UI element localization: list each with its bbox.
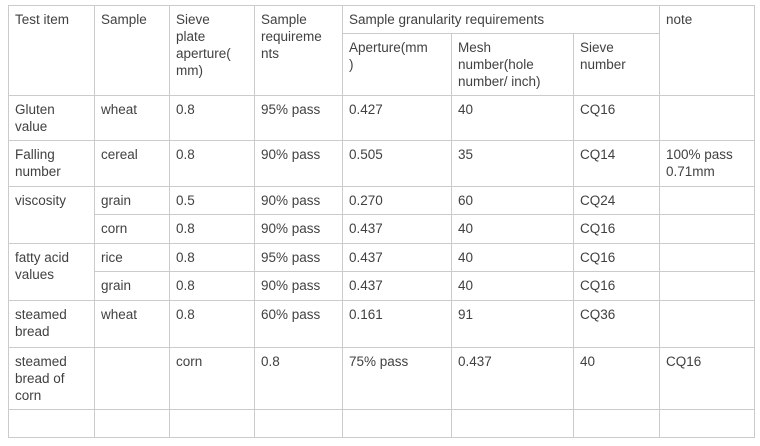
table-row: viscosity grain 0.5 90% pass 0.270 60 CQ… (8, 186, 756, 244)
table-row: steamed bread wheat 0.8 60% pass 0.161 9… (8, 300, 756, 348)
header-row-sub: Aperture(mm) Mesh number(hole number/ in… (9, 33, 755, 96)
col-header-sieve-number: Sieve number (572, 33, 661, 96)
cell-aperture: 0.270 (342, 186, 452, 215)
cell-mesh-number: 40 (451, 243, 574, 272)
cell-note: CQ16 (659, 347, 756, 410)
cell-aperture: 0.437 (342, 214, 452, 244)
col-header-note: note (659, 5, 756, 96)
cell-sample (94, 409, 170, 438)
cell-sample (94, 347, 170, 410)
col-header-sample: Sample (94, 5, 170, 96)
table-row (8, 409, 756, 438)
cell-sample: grain (94, 271, 170, 301)
table-row: steamed bread of corn corn 0.8 75% pass … (8, 347, 756, 410)
col-header-mesh-number: Mesh number(hole number/ inch) (451, 33, 574, 96)
cell-test-item: Gluten value (8, 95, 95, 141)
cell-mesh-number (451, 409, 574, 438)
col-header-sieve-plate-aperture: Sieve plate aperture(mm) (169, 5, 255, 96)
cell-sieve-plate-aperture: 0.5 (169, 186, 255, 215)
cell-note (659, 300, 756, 348)
cell-sample: grain (94, 186, 170, 215)
cell-sample-requirements: 90% pass (254, 271, 343, 301)
col-header-sample-requirements-label: Sample requirements (261, 12, 322, 61)
cell-sample-requirements: 95% pass (254, 95, 343, 141)
col-header-test-item: Test item (8, 5, 95, 96)
cell-mesh-number: 40 (451, 214, 574, 244)
cell-sieve-plate-aperture: corn (169, 347, 255, 410)
cell-mesh-number: 40 (451, 95, 574, 141)
cell-sieve-plate-aperture: 0.8 (169, 214, 255, 244)
sieve-requirements-table: Test item Sample Sieve plate aperture(mm… (8, 5, 756, 438)
col-header-aperture: Aperture(mm) (342, 33, 452, 96)
cell-sieve-number: CQ16 (572, 243, 661, 272)
table-row: corn 0.8 90% pass 0.437 40 CQ16 (9, 214, 756, 244)
cell-sieve-number: CQ16 (572, 214, 661, 244)
cell-sample: wheat (94, 300, 170, 348)
cell-sieve-plate-aperture: 0.8 (169, 271, 255, 301)
cell-note (659, 95, 756, 141)
cell-mesh-number: 91 (451, 300, 574, 348)
cell-sieve-number: CQ14 (572, 140, 661, 187)
cell-test-item: fatty acid values (8, 243, 95, 301)
table-row: Falling number cereal 0.8 90% pass 0.505… (8, 140, 756, 187)
cell-aperture: 75% pass (342, 347, 452, 410)
cell-sieve-plate-aperture (169, 409, 255, 438)
cell-note (659, 243, 756, 272)
table-row: grain 0.8 90% pass 0.437 40 CQ16 (9, 271, 756, 301)
cell-aperture: 0.505 (342, 140, 452, 187)
table-row: Gluten value wheat 0.8 95% pass 0.427 40… (8, 95, 756, 141)
cell-mesh-number: 35 (451, 140, 574, 187)
cell-sample-requirements: 90% pass (254, 140, 343, 187)
cell-sample: rice (94, 243, 170, 272)
header-row-main: Test item Sample Sieve plate aperture(mm… (8, 5, 756, 96)
cell-test-item: steamed bread (8, 300, 95, 348)
cell-note (659, 186, 756, 215)
cell-aperture: 0.437 (342, 243, 452, 272)
cell-test-item: Falling number (8, 140, 95, 187)
cell-sieve-plate-aperture: 0.8 (169, 300, 255, 348)
cell-aperture: 0.437 (342, 271, 452, 301)
cell-sample-requirements: 60% pass (254, 300, 343, 348)
cell-sample-requirements: 0.8 (254, 347, 343, 410)
cell-sieve-number: CQ16 (572, 95, 661, 141)
cell-aperture: 0.427 (342, 95, 452, 141)
cell-sieve-number: 40 (572, 347, 661, 410)
cell-sieve-number: CQ16 (572, 271, 661, 301)
cell-aperture: 0.161 (342, 300, 452, 348)
col-header-sieve-plate-aperture-label: Sieve plate aperture(mm) (176, 12, 231, 78)
cell-mesh-number: 60 (451, 186, 574, 215)
col-header-sample-requirements: Sample requirements (254, 5, 343, 96)
cell-aperture (342, 409, 452, 438)
cell-sample-requirements: 95% pass (254, 243, 343, 272)
cell-note (659, 409, 756, 438)
col-header-granularity-group: Sample granularity requirements (341, 5, 661, 34)
cell-sieve-plate-aperture: 0.8 (169, 243, 255, 272)
cell-sample-requirements (254, 409, 343, 438)
cell-note (659, 271, 756, 301)
cell-sieve-plate-aperture: 0.8 (169, 140, 255, 187)
cell-sieve-number: CQ24 (572, 186, 661, 215)
cell-sample-requirements: 90% pass (254, 214, 343, 244)
cell-mesh-number: 40 (451, 271, 574, 301)
cell-note: 100% pass 0.71mm (659, 140, 756, 187)
cell-test-item: steamed bread of corn (8, 347, 95, 410)
cell-mesh-number: 0.437 (451, 347, 574, 410)
cell-sieve-number (572, 409, 661, 438)
cell-note (659, 214, 756, 244)
cell-sieve-plate-aperture: 0.8 (169, 95, 255, 141)
col-header-aperture-label: Aperture(mm) (349, 40, 428, 72)
cell-sample: wheat (94, 95, 170, 141)
cell-sample: corn (94, 214, 170, 244)
cell-sieve-number: CQ36 (572, 300, 661, 348)
cell-test-item: viscosity (8, 186, 95, 244)
cell-sample-requirements: 90% pass (254, 186, 343, 215)
cell-test-item (8, 409, 95, 438)
table-row: fatty acid values rice 0.8 95% pass 0.43… (8, 243, 756, 301)
cell-sample: cereal (94, 140, 170, 187)
